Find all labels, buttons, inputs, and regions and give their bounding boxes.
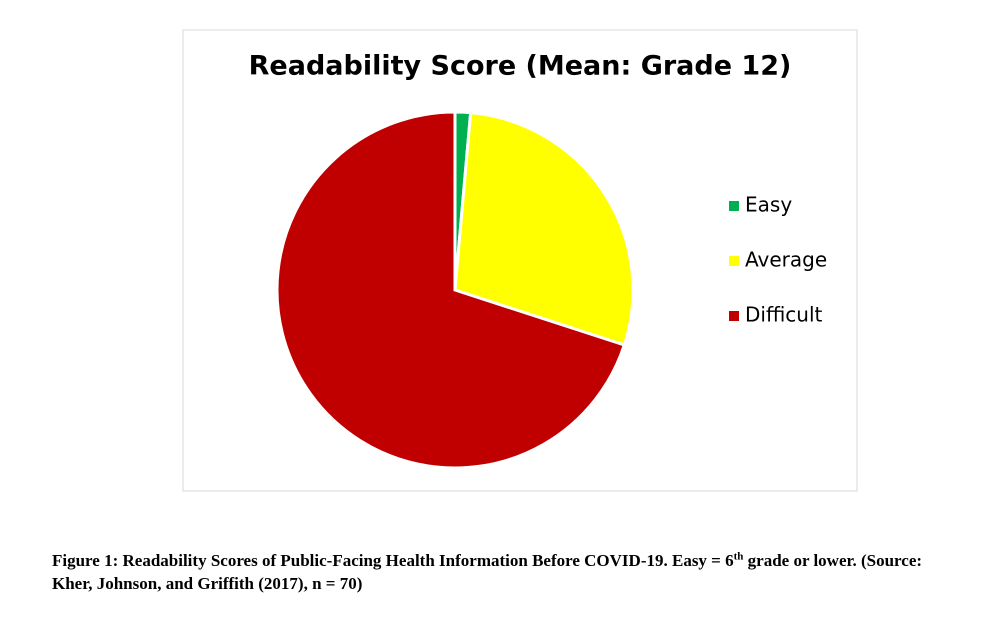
legend-label: Difficult xyxy=(745,303,823,327)
pie-slice xyxy=(453,111,635,347)
legend-swatch xyxy=(729,256,739,266)
legend-swatch xyxy=(729,201,739,211)
legend-label: Easy xyxy=(745,193,792,217)
legend-swatch xyxy=(729,311,739,321)
caption: Figure 1: Readability Scores of Public-F… xyxy=(52,549,962,595)
pie-slice xyxy=(275,110,627,470)
chart-title: Readability Score (Mean: Grade 12) xyxy=(249,51,792,82)
legend-label: Average xyxy=(745,248,827,272)
caption-text: grade or lower. (Source: Kher, Johnson, … xyxy=(52,551,923,593)
caption-superscript: th xyxy=(733,550,744,563)
caption-text: Figure 1: Readability Scores of Public-F… xyxy=(52,551,734,570)
